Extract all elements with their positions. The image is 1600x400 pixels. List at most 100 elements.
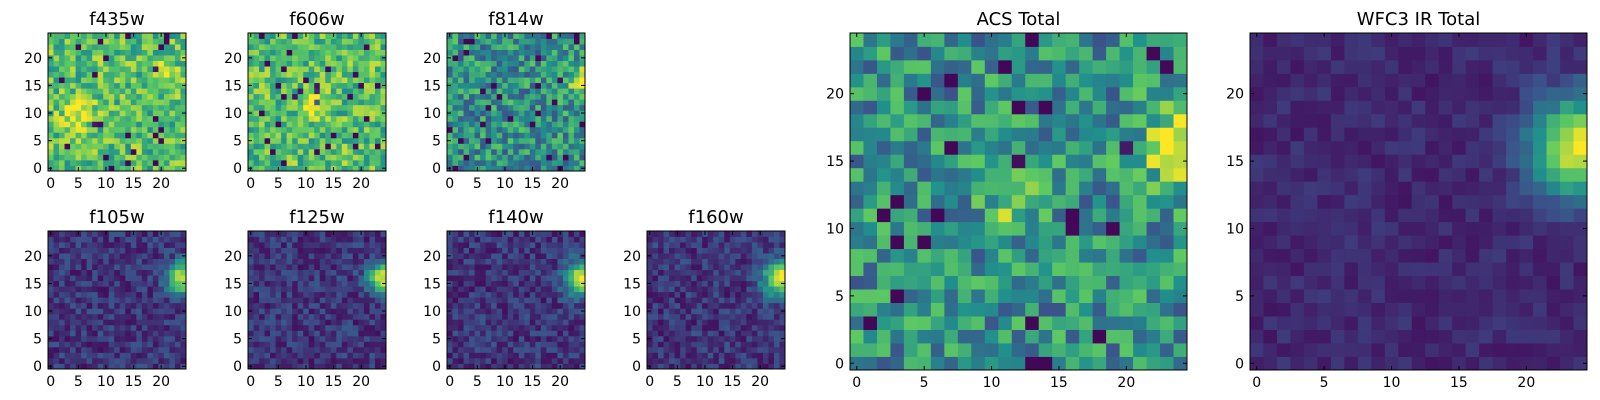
heatmap-cell <box>286 49 293 56</box>
heatmap-cell <box>713 258 720 265</box>
heatmap-cell <box>903 329 918 344</box>
heatmap-cell <box>125 66 132 73</box>
heatmap-cell <box>141 291 148 298</box>
heatmap-cell <box>663 297 670 304</box>
heatmap-cell <box>81 242 88 248</box>
heatmap-cell <box>652 324 659 331</box>
heatmap-cell <box>141 104 148 111</box>
heatmap-cell <box>757 330 764 337</box>
heatmap-cell <box>557 308 564 315</box>
heatmap-cell <box>147 137 154 144</box>
heatmap-cell <box>971 329 986 344</box>
heatmap-cell <box>491 313 498 320</box>
heatmap-cell <box>325 313 332 320</box>
heatmap-cell <box>169 154 176 161</box>
heatmap-cell <box>97 33 104 39</box>
heatmap-cell <box>53 38 60 45</box>
heatmap-cell <box>108 330 115 337</box>
heatmap-cell <box>1119 167 1134 182</box>
heatmap-cell <box>680 275 687 282</box>
heatmap-cell <box>64 275 71 282</box>
heatmap-cell <box>724 236 731 243</box>
heatmap-cell <box>270 110 276 117</box>
heatmap-cell <box>180 258 187 265</box>
heatmap-cell <box>496 82 503 89</box>
heatmap-cell <box>130 253 137 259</box>
heatmap-cell <box>930 194 945 209</box>
heatmap-cell <box>691 269 698 276</box>
heatmap-cell <box>518 231 525 237</box>
heatmap-cell <box>319 33 326 39</box>
heatmap-cell <box>297 66 304 73</box>
heatmap-cell <box>463 77 470 84</box>
heatmap-cell <box>485 291 492 298</box>
heatmap-cell <box>702 357 709 364</box>
heatmap-cell <box>518 291 525 298</box>
heatmap-cell <box>463 264 470 271</box>
heatmap-cell <box>1052 181 1067 196</box>
heatmap-cell <box>1065 235 1080 250</box>
heatmap-cell <box>341 165 348 172</box>
heatmap-cell <box>573 154 580 161</box>
heatmap-cell <box>562 280 569 287</box>
heatmap-cell <box>319 291 326 298</box>
heatmap-cell <box>1011 181 1026 196</box>
heatmap-cell <box>275 297 282 304</box>
heatmap-cell <box>275 77 282 84</box>
heatmap-cell <box>876 208 891 223</box>
heatmap-cell <box>281 93 288 100</box>
heatmap-cell <box>48 291 54 298</box>
heatmap-cell <box>281 330 288 337</box>
heatmap-cell <box>674 302 681 309</box>
heatmap-cell <box>1133 302 1147 317</box>
heatmap-cell <box>352 253 359 259</box>
heatmap-cell <box>53 319 60 326</box>
heatmap-cell <box>64 77 71 84</box>
heatmap-cell <box>568 313 575 320</box>
heatmap-cell <box>48 247 54 254</box>
heatmap-cell <box>292 352 299 359</box>
heatmap-cell <box>92 121 99 128</box>
heatmap-cell <box>1038 275 1053 290</box>
heatmap-cell <box>81 44 88 50</box>
heatmap-cell <box>158 60 165 67</box>
heatmap-cell <box>330 291 337 298</box>
heatmap-cell <box>75 357 82 364</box>
heatmap-cell <box>53 330 60 337</box>
heatmap-cell <box>513 38 520 45</box>
heatmap-cell <box>713 335 720 342</box>
heatmap-cell <box>917 289 932 303</box>
heatmap-cell <box>1092 329 1107 344</box>
plot-frame <box>247 32 387 172</box>
heatmap-cell <box>718 341 725 348</box>
heatmap-cell <box>1052 235 1067 250</box>
heatmap-cell <box>336 346 343 353</box>
heatmap-cell <box>540 302 547 309</box>
heatmap-cell <box>746 286 753 293</box>
heatmap-cell <box>158 253 165 259</box>
heatmap-cell <box>1133 181 1147 196</box>
heatmap-cell <box>513 269 520 276</box>
heatmap-cell <box>1038 262 1053 277</box>
heatmap-cell <box>248 132 254 139</box>
heatmap-cell <box>568 286 575 293</box>
heatmap-cell <box>469 253 475 259</box>
heatmap-cell <box>513 115 520 122</box>
heatmap-cell <box>463 346 470 353</box>
heatmap-cell <box>97 121 104 128</box>
heatmap-cell <box>81 93 88 100</box>
heatmap-cell <box>281 49 288 56</box>
heatmap-cell <box>757 313 764 320</box>
heatmap-cell <box>507 55 514 61</box>
heatmap-cell <box>535 242 542 248</box>
heatmap-cell <box>562 313 569 320</box>
heatmap-cell <box>48 148 54 155</box>
heatmap-cell <box>286 88 293 95</box>
heatmap-cell <box>491 346 498 353</box>
heatmap-cell <box>174 313 181 320</box>
heatmap-cell <box>491 242 498 248</box>
heatmap-cell <box>524 99 531 106</box>
heatmap-cell <box>358 313 365 320</box>
heatmap-cell <box>286 357 293 364</box>
heatmap-cell <box>81 313 88 320</box>
